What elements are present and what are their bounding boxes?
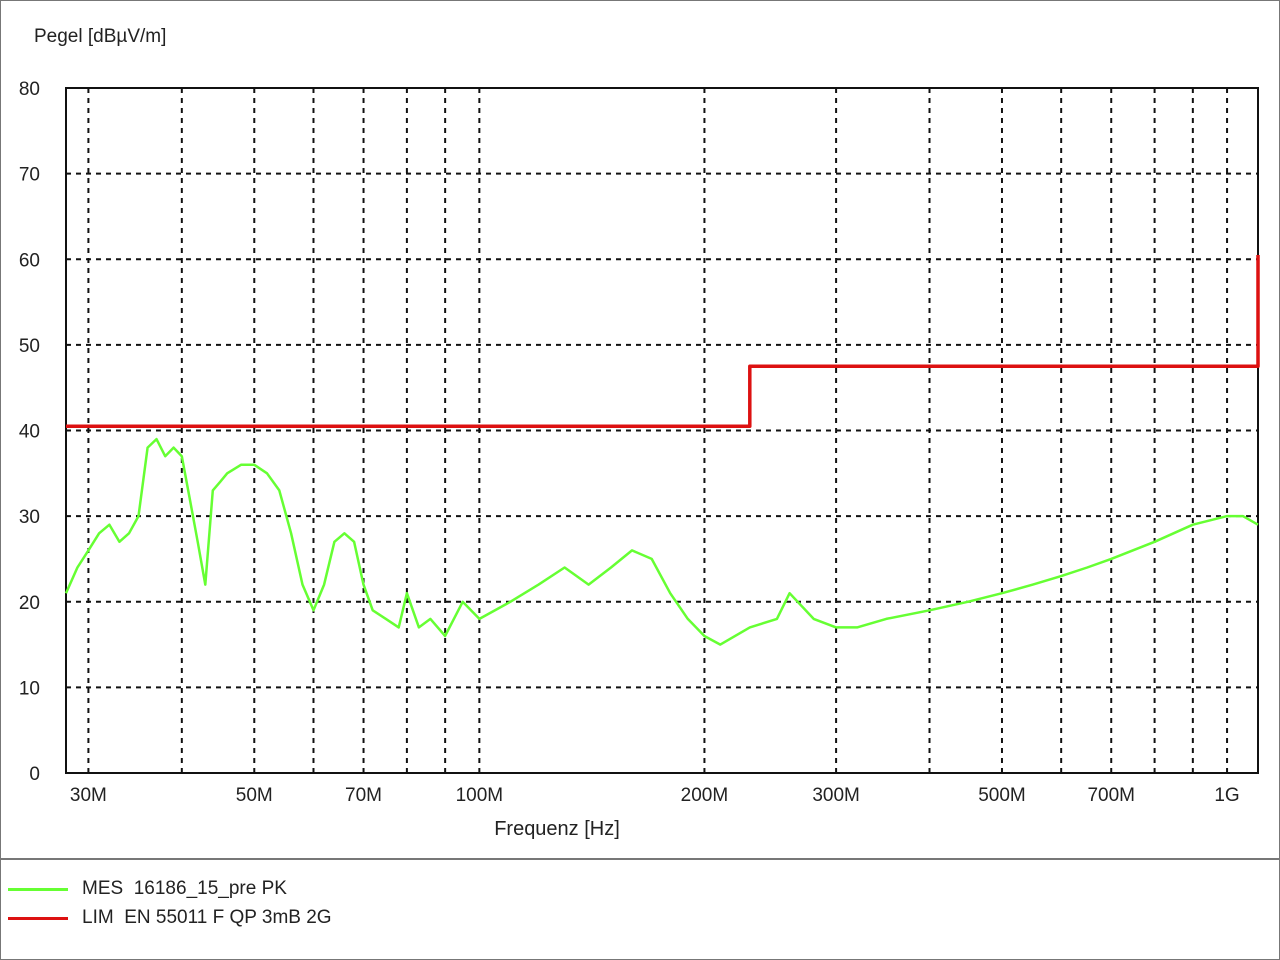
x-axis-label: Frequenz [Hz] <box>494 818 620 840</box>
y-tick-label: 10 <box>19 678 40 699</box>
y-tick-label: 30 <box>19 507 40 528</box>
y-tick-label: 0 <box>29 764 40 785</box>
legend-item-limit: LIM EN 55011 F QP 3mB 2G <box>8 905 332 931</box>
legend-item-measurement: MES 16186_15_pre PK <box>8 876 287 902</box>
legend-divider <box>0 858 1280 860</box>
y-tick-label: 70 <box>19 165 40 186</box>
legend-swatch-limit <box>8 916 68 920</box>
x-tick-label: 500M <box>978 785 1026 806</box>
legend-label-limit: LIM EN 55011 F QP 3mB 2G <box>82 907 332 928</box>
series-line-measurement <box>64 437 1259 646</box>
y-tick-label: 60 <box>19 250 40 271</box>
x-tick-label: 30M <box>70 785 107 806</box>
chart-plot: 0 10 20 30 40 50 60 70 80 30M 50M 70M 100M 200M 300M 50… <box>19 79 1260 806</box>
x-tick-label: 1G <box>1214 785 1239 806</box>
series-line-limit <box>66 255 1260 428</box>
legend-swatch-measurement <box>8 887 68 891</box>
x-tick-label: 50M <box>236 785 273 806</box>
y-tick-label: 80 <box>19 79 40 100</box>
x-tick-label: 70M <box>345 785 382 806</box>
x-tick-label: 200M <box>681 785 729 806</box>
x-tick-label: 300M <box>812 785 860 806</box>
y-axis-label: Pegel [dBµV/m] <box>34 26 167 47</box>
y-tick-label: 20 <box>19 593 40 614</box>
y-tick-label: 40 <box>19 422 40 443</box>
y-tick-label: 50 <box>19 336 40 357</box>
x-tick-label: 100M <box>456 785 504 806</box>
x-tick-label: 700M <box>1087 785 1135 806</box>
legend-label-measurement: MES 16186_15_pre PK <box>82 878 287 899</box>
